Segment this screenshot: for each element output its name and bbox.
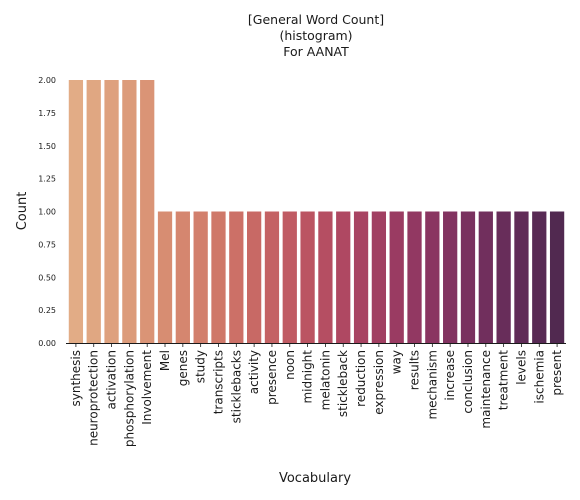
bar-presence: [265, 212, 279, 344]
bar-reduction: [354, 212, 368, 344]
x-tick-label: expression: [372, 350, 386, 415]
x-tick-label: noon: [283, 350, 297, 380]
y-tick-label: 0.50: [38, 273, 56, 282]
x-tick-label: transcripts: [211, 350, 225, 414]
bar-activity: [247, 212, 261, 344]
x-tick-label: midnight: [301, 350, 315, 404]
bar-way: [390, 212, 404, 344]
x-axis-label: Vocabulary: [279, 471, 351, 486]
chart-title-line-2: (histogram): [279, 28, 352, 43]
x-axis-ticks: synthesis neuroprotection activation phosph…: [69, 343, 564, 447]
chart-title: [General Word Count] (histogram) For AAN…: [248, 12, 384, 59]
bar-maintenance: [479, 212, 493, 344]
bar-present: [550, 212, 564, 344]
x-tick-label: study: [194, 350, 208, 383]
bar-phosphorylation: [122, 80, 136, 343]
bar-ischemia: [532, 212, 546, 344]
y-tick-label: 1.00: [38, 208, 56, 217]
x-tick-label: neuroprotection: [87, 350, 101, 446]
bar-synthesis: [69, 80, 83, 343]
bar-study: [194, 212, 208, 344]
y-tick-label: 1.50: [38, 142, 56, 151]
x-tick-label: activation: [105, 350, 119, 409]
bar-increase: [443, 212, 457, 344]
y-tick-label: 1.25: [38, 175, 56, 184]
x-tick-label: melatonin: [318, 350, 332, 410]
bar-midnight: [300, 212, 314, 344]
x-tick-label: mechanism: [425, 350, 439, 420]
x-tick-label: increase: [443, 350, 457, 401]
x-tick-label: stickleback: [336, 350, 350, 417]
bar-noon: [283, 212, 297, 344]
bar-sticklebacks: [229, 212, 243, 344]
y-tick-label: 2.00: [38, 76, 56, 85]
y-tick-label: 0.25: [38, 306, 56, 315]
chart-title-line-1: [General Word Count]: [248, 12, 384, 27]
x-tick-label: ischemia: [532, 350, 546, 404]
bar-transcripts: [211, 212, 225, 344]
x-tick-label: synthesis: [69, 350, 83, 407]
x-tick-label: levels: [514, 350, 528, 385]
bar-melatonin: [318, 212, 332, 344]
x-tick-label: activity: [247, 350, 261, 394]
x-tick-label: results: [408, 350, 422, 390]
chart-title-line-3: For AANAT: [283, 44, 349, 59]
x-tick-label: reduction: [354, 350, 368, 407]
bar-treatment: [497, 212, 511, 344]
x-tick-label: presence: [265, 350, 279, 405]
x-tick-label: present: [550, 350, 564, 396]
bar-neuroprotection: [87, 80, 101, 343]
x-tick-label: phosphorylation: [122, 350, 136, 447]
x-tick-label: maintenance: [479, 350, 493, 429]
bar-levels: [514, 212, 528, 344]
y-tick-label: 0.75: [38, 240, 56, 249]
x-tick-label: treatment: [497, 350, 511, 410]
bar-activation: [104, 80, 118, 343]
bar-stickleback: [336, 212, 350, 344]
bar-series: [69, 80, 564, 343]
x-tick-label: conclusion: [461, 350, 475, 414]
bar-conclusion: [461, 212, 475, 344]
x-tick-label: genes: [176, 350, 190, 386]
bar-results: [407, 212, 421, 344]
bar-expression: [372, 212, 386, 344]
x-tick-label: Involvement: [140, 350, 154, 425]
x-tick-label: way: [390, 350, 404, 374]
y-axis-ticks: 0.00 0.25 0.50 0.75 1.00 1.25 1.50 1.75 2.00: [38, 76, 56, 348]
y-tick-label: 1.75: [38, 109, 56, 118]
y-axis-label: Count: [15, 192, 30, 231]
x-tick-label: sticklebacks: [229, 350, 243, 423]
bar-mechanism: [425, 212, 439, 344]
bar-involvement: [140, 80, 154, 343]
bar-genes: [176, 212, 190, 344]
y-tick-label: 0.00: [38, 339, 56, 348]
bar-mel: [158, 212, 172, 344]
x-tick-label: Mel: [158, 350, 172, 371]
